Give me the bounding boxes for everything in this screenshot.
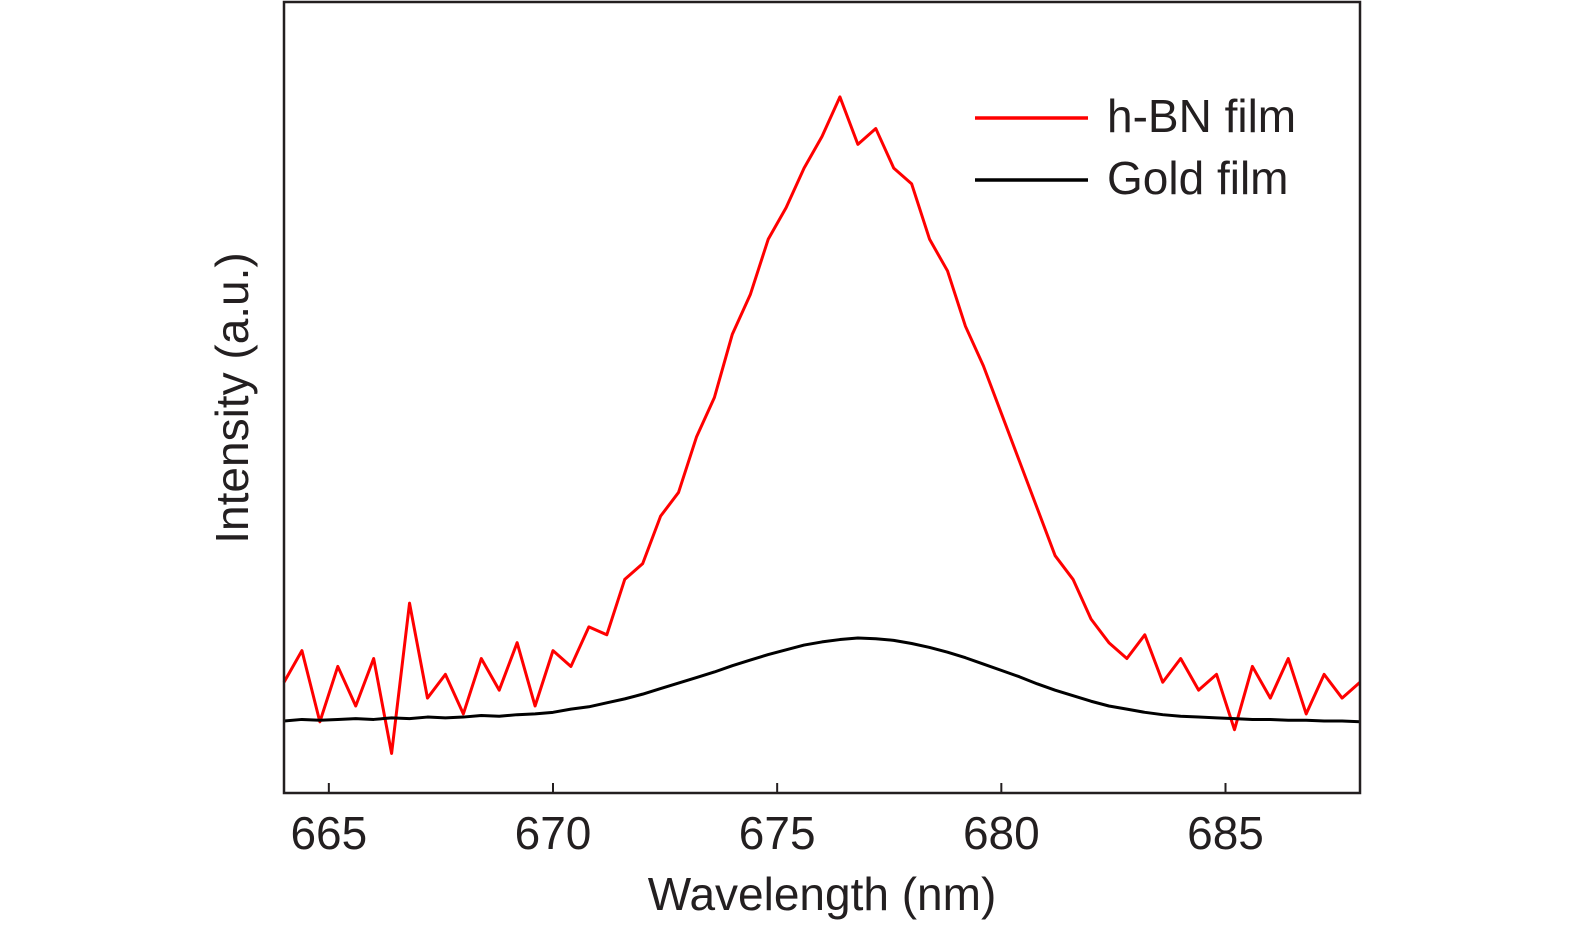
x-tick-label: 680 xyxy=(963,807,1040,859)
data-line xyxy=(282,95,1361,755)
x-axis-title: Wavelength (nm) xyxy=(648,868,997,920)
y-axis-title: Intensity (a.u.) xyxy=(206,252,258,543)
legend-label: h-BN film xyxy=(1107,90,1296,142)
x-tick-label: 670 xyxy=(515,807,592,859)
data-line xyxy=(283,636,1361,724)
plot-frame xyxy=(282,0,1362,795)
x-tick-label: 665 xyxy=(290,807,367,859)
x-tick-label: 675 xyxy=(739,807,816,859)
x-tick-label: 685 xyxy=(1187,807,1264,859)
legend-label: Gold film xyxy=(1107,152,1288,204)
